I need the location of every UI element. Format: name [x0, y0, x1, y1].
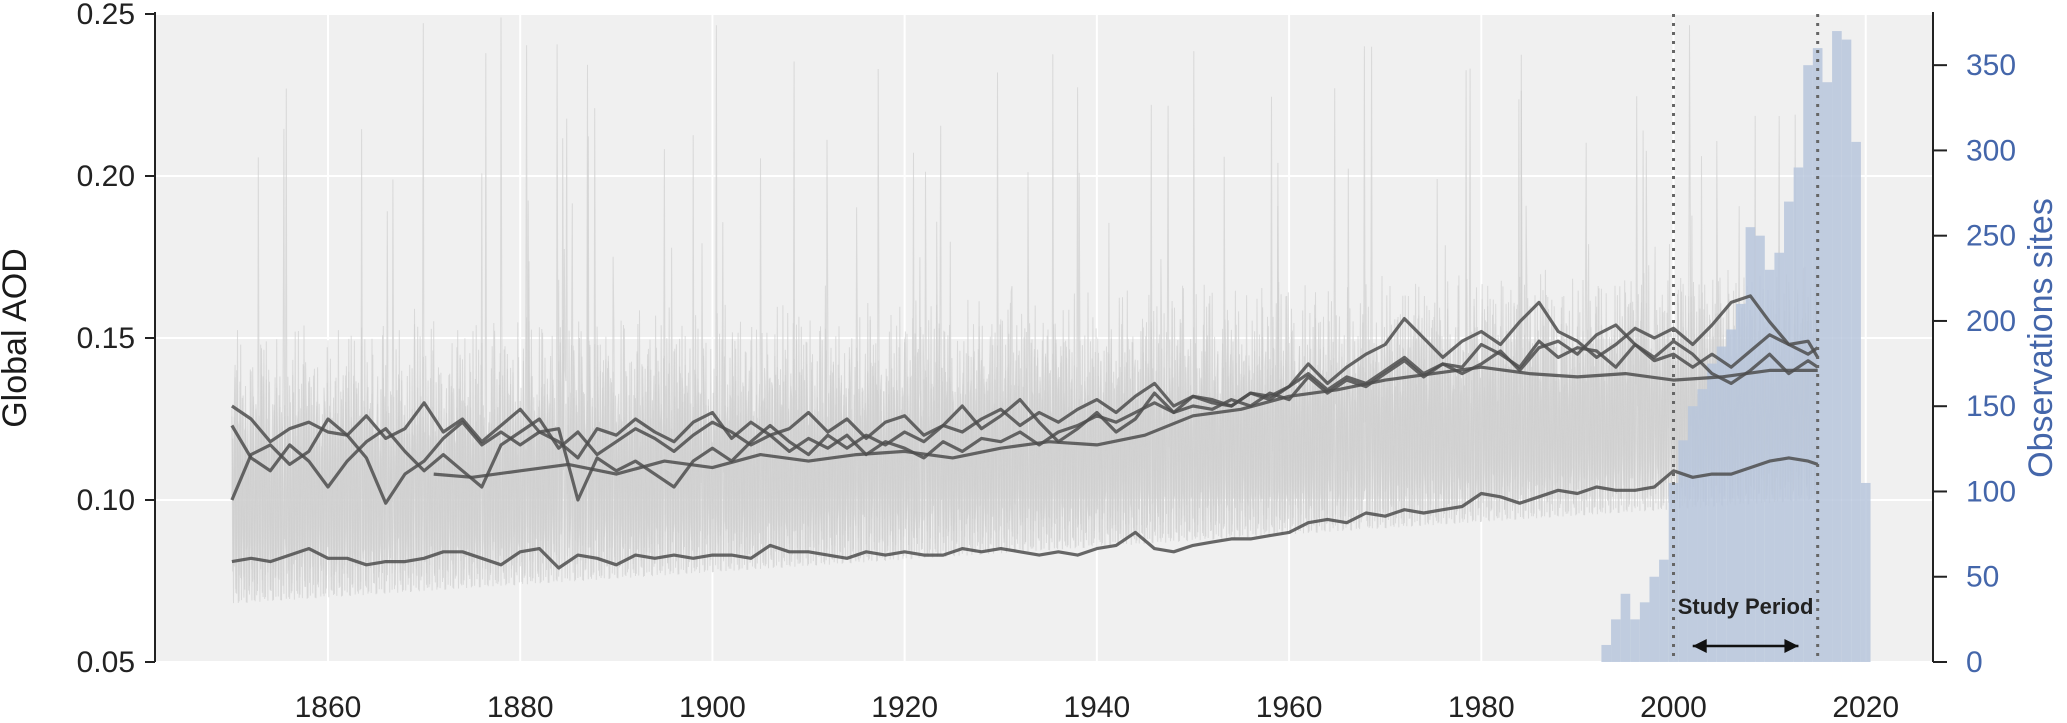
observation-bar: [1764, 269, 1775, 662]
x-tick-label: 1880: [487, 691, 554, 723]
observation-bar: [1601, 644, 1612, 662]
series-line: [433, 365, 1818, 479]
x-tick-label: 1960: [1256, 691, 1323, 723]
y-tick-label: 0.20: [77, 160, 135, 193]
series-line: [231, 456, 1819, 570]
y-tick-label: 0.15: [77, 322, 135, 355]
study-period-lines: [1672, 14, 1820, 662]
observation-bar: [1735, 303, 1746, 662]
axes: 0.05 0.10 0.15 0.20 0.25 0 50 100 150 200 250 300 35…: [77, 0, 2016, 723]
observation-bar: [1716, 346, 1727, 662]
y-tick-label: 0.25: [77, 0, 135, 31]
x-tick-label: 1920: [871, 691, 938, 723]
observation-bar: [1659, 559, 1669, 662]
y2-tick-label: 50: [1966, 561, 1999, 594]
series-line: [231, 333, 1819, 460]
observation-bar: [1860, 482, 1871, 662]
observation-bar: [1774, 252, 1785, 662]
x-tick-label: 1980: [1448, 691, 1515, 723]
observation-bar: [1620, 593, 1631, 662]
observation-bar: [1687, 406, 1698, 662]
arrow-head-left: [1692, 639, 1707, 653]
y2-tick-label: 350: [1966, 49, 2016, 82]
observation-bar: [1755, 235, 1765, 662]
observation-bar: [1832, 31, 1842, 663]
observation-bar: [1793, 167, 1804, 662]
observation-bar: [1745, 227, 1756, 662]
series-line: [230, 294, 1820, 505]
observation-bar: [1851, 141, 1861, 663]
observation-bar: [1630, 619, 1640, 662]
observation-bars: [1601, 31, 1871, 663]
y-tick-label: 0.05: [77, 646, 135, 679]
y2-tick-label: 300: [1966, 134, 2016, 167]
observation-bar: [1639, 602, 1650, 662]
y2-tick-label: 200: [1966, 305, 2016, 338]
y-tick-label: 0.10: [77, 484, 135, 517]
y-axis-title: Global AOD: [0, 248, 34, 428]
observation-bar: [1678, 440, 1688, 662]
observation-bar: [1784, 201, 1794, 662]
observation-bar: [1611, 619, 1621, 662]
y2-tick-label: 150: [1966, 390, 2016, 423]
x-tick-label: 1900: [679, 691, 746, 723]
observation-bar: [1822, 82, 1833, 663]
monthly-trace: [231, 25, 1819, 603]
observation-bar: [1697, 389, 1708, 662]
annual-series: [230, 294, 1820, 570]
observation-bar: [1803, 65, 1813, 662]
study-period-annotation: Study Period: [1678, 594, 1814, 653]
y2-tick-label: 250: [1966, 220, 2016, 253]
y2-tick-label: 0: [1966, 646, 1983, 679]
x-tick-label: 2020: [1832, 691, 1899, 723]
y2-tick-label: 100: [1966, 475, 2016, 508]
study-period-arrow: [1692, 639, 1799, 653]
observation-bar: [1707, 363, 1717, 662]
y2-axis-title: Observations sites: [2022, 198, 2060, 478]
observation-bar: [1841, 39, 1852, 662]
x-tick-label: 1940: [1063, 691, 1130, 723]
x-tick-label: 2000: [1640, 691, 1707, 723]
study-period-label: Study Period: [1678, 594, 1814, 619]
observation-bar: [1726, 329, 1736, 662]
x-tick-label: 1860: [295, 691, 362, 723]
arrow-head-right: [1784, 639, 1799, 653]
series-line: [230, 323, 1819, 489]
observation-bar: [1649, 576, 1660, 662]
